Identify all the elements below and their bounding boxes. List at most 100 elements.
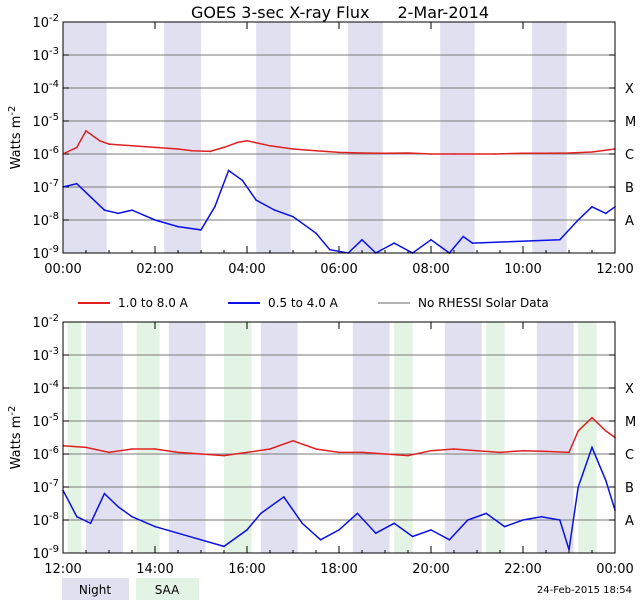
saa-legend-swatch: [136, 578, 199, 600]
series-long-point: [568, 152, 570, 154]
series-long-point: [471, 153, 474, 155]
x-tick-label: 00:00: [44, 262, 81, 277]
y-tick-label: 10-5: [32, 112, 59, 130]
plot-frame: [62, 321, 616, 554]
flare-class-label: X: [625, 82, 634, 97]
series-long-point: [85, 130, 87, 132]
series-long-point: [361, 152, 363, 154]
series-short-point: [200, 539, 202, 541]
night-band: [63, 22, 107, 253]
series-long-point: [591, 151, 593, 153]
series-short-point: [246, 529, 248, 531]
y-tick-label: 10-3: [32, 46, 59, 64]
series-long-point: [338, 151, 340, 154]
legend-bottom: Night SAA 24-Feb-2015 18:54: [62, 578, 632, 600]
y-tick-label: 10-2: [32, 13, 59, 31]
flare-class-label: C: [625, 448, 634, 463]
night-band: [168, 322, 206, 553]
series-short-point: [273, 209, 276, 211]
series-long-point: [407, 152, 409, 154]
series-short-point: [154, 219, 156, 221]
night-band: [352, 322, 390, 553]
series-short-point: [89, 522, 92, 525]
series-long-point: [577, 430, 579, 432]
y-tick-label: 10-4: [32, 79, 59, 97]
night-band: [440, 22, 475, 253]
series-short-point: [430, 239, 432, 241]
saa-band: [578, 322, 597, 553]
series-long-point: [499, 451, 501, 454]
timestamp: 24-Feb-2015 18:54: [537, 585, 632, 596]
series-long-point: [99, 140, 101, 142]
series-long-point: [108, 143, 110, 145]
series-short-point: [255, 199, 257, 201]
series-short-point: [393, 242, 396, 244]
night-legend-swatch: [62, 578, 129, 600]
series-long-point: [292, 440, 294, 442]
series-long-point: [246, 140, 248, 142]
series-short-point: [591, 206, 593, 208]
series-short-point: [338, 529, 340, 531]
series-short-point: [411, 535, 414, 538]
series-short-point: [227, 169, 230, 172]
x-tick-label: 22:00: [504, 562, 541, 577]
series-long-point: [384, 152, 386, 155]
x-tick-label: 12:00: [596, 262, 633, 277]
series-long-point: [361, 451, 363, 454]
series-short-point: [577, 486, 579, 488]
y-tick-label: 10-6: [32, 145, 59, 163]
series-short-point: [301, 522, 304, 525]
night-band: [348, 22, 383, 253]
night-legend-label: Night: [79, 583, 112, 597]
saa-band: [394, 322, 413, 553]
series-long-point: [315, 149, 317, 152]
series-long-point: [605, 430, 607, 432]
y-tick-label: 10-7: [32, 478, 59, 496]
series-short-point: [241, 179, 244, 182]
flare-class-label: M: [625, 115, 636, 130]
flare-class-label: X: [625, 382, 634, 397]
series-long-point: [154, 448, 156, 450]
series-short-point: [577, 219, 579, 221]
top-panel: 10-2 10-3 10-4 10-5 10-6 10-7 10-8 10-9 X M C B A Wat…: [7, 13, 636, 277]
series-long-point: [453, 448, 455, 450]
y-tick-label: 10-7: [32, 178, 59, 196]
night-band: [532, 22, 567, 253]
series-long-point: [522, 152, 524, 155]
x-tick-label: 04:00: [228, 262, 265, 277]
series-long-point: [131, 145, 133, 147]
series-short-point: [591, 446, 593, 449]
series-short-point: [605, 479, 607, 482]
series-long-point: [591, 416, 593, 419]
series-short-point: [200, 229, 202, 231]
night-band: [536, 322, 574, 553]
series-long-point: [131, 448, 133, 450]
legend-short-label: 0.5 to 4.0 A: [268, 296, 339, 310]
series-long-point: [568, 451, 570, 454]
series-short-point: [117, 506, 119, 508]
y-axis-label: Watts m-2: [7, 406, 24, 470]
series-long-point: [453, 153, 455, 155]
series-short-point: [117, 212, 119, 215]
legend-long-label: 1.0 to 8.0 A: [118, 296, 189, 310]
series-short-point: [76, 515, 78, 518]
flare-class-label: A: [625, 514, 634, 529]
series-long-point: [292, 148, 294, 150]
x-tick-label: 00:00: [596, 562, 633, 577]
night-band: [444, 322, 482, 553]
night-band: [164, 22, 201, 253]
flare-class-label: M: [625, 415, 636, 430]
saa-band: [136, 322, 160, 553]
series-long-point: [269, 448, 271, 450]
series-short-point: [223, 545, 225, 548]
series-short-point: [375, 532, 377, 534]
y-tick-label: 10-8: [32, 511, 59, 529]
x-tick-label: 18:00: [320, 562, 357, 577]
series-short-point: [214, 206, 216, 208]
night-band: [256, 22, 291, 253]
series-long-point: [108, 451, 110, 454]
series-long-point: [191, 149, 193, 152]
flare-class-label: B: [625, 481, 634, 496]
series-long-point: [407, 454, 409, 457]
